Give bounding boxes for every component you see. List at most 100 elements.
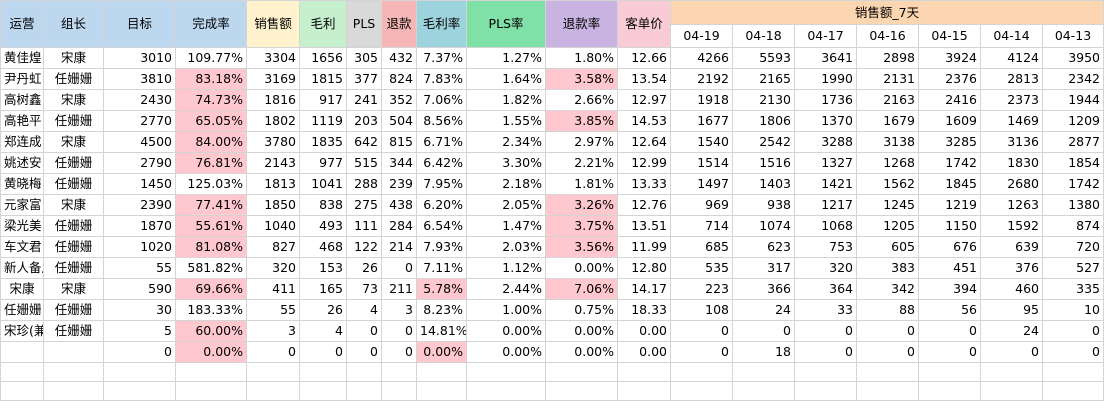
cell-profit-rate[interactable]: 7.06%	[416, 89, 467, 111]
cell-sales[interactable]: 0	[246, 341, 300, 363]
cell-daily-sales[interactable]: 317	[732, 257, 795, 279]
cell-profit-rate[interactable]: 8.56%	[416, 110, 467, 132]
cell-daily-sales[interactable]: 605	[856, 236, 919, 258]
cell-daily-sales[interactable]: 4266	[670, 47, 733, 69]
cell-daily-sales[interactable]: 2342	[1042, 68, 1104, 90]
cell-completion[interactable]: 60.00%	[175, 320, 247, 342]
cell-pls[interactable]: 203	[346, 110, 382, 132]
header-date[interactable]: 04-14	[980, 24, 1043, 48]
cell-daily-sales[interactable]: 1219	[918, 194, 981, 216]
cell-completion[interactable]: 77.41%	[175, 194, 247, 216]
cell-avg-price[interactable]: 18.33	[617, 299, 671, 321]
cell-avg-price[interactable]: 0.00	[617, 320, 671, 342]
cell-daily-sales[interactable]: 0	[794, 341, 857, 363]
cell-daily-sales[interactable]: 460	[980, 278, 1043, 300]
header-target[interactable]: 目标	[103, 0, 176, 48]
cell-target[interactable]: 3810	[103, 68, 176, 90]
cell-refund-rate[interactable]: 3.26%	[545, 194, 618, 216]
cell-sales[interactable]: 1850	[246, 194, 300, 216]
cell-sales[interactable]: 1813	[246, 173, 300, 195]
cell-avg-price[interactable]: 14.53	[617, 110, 671, 132]
cell-daily-sales[interactable]: 0	[856, 320, 919, 342]
cell-daily-sales[interactable]: 376	[980, 257, 1043, 279]
cell-leader[interactable]: 任姗姗	[43, 173, 104, 195]
cell-pls-rate[interactable]: 2.18%	[466, 173, 546, 195]
cell-daily-sales[interactable]: 0	[980, 341, 1043, 363]
cell-daily-sales[interactable]: 24	[980, 320, 1043, 342]
cell-target[interactable]: 1450	[103, 173, 176, 195]
cell-sales[interactable]: 3780	[246, 131, 300, 153]
cell-daily-sales[interactable]: 2376	[918, 68, 981, 90]
cell-daily-sales[interactable]: 1540	[670, 131, 733, 153]
cell-profit[interactable]: 1041	[299, 173, 347, 195]
empty-cell[interactable]	[0, 381, 44, 401]
header-date[interactable]: 04-15	[918, 24, 981, 48]
cell-daily-sales[interactable]: 874	[1042, 215, 1104, 237]
empty-cell[interactable]	[918, 381, 981, 401]
cell-completion[interactable]: 76.81%	[175, 152, 247, 174]
cell-profit-rate[interactable]: 8.23%	[416, 299, 467, 321]
cell-daily-sales[interactable]: 1245	[856, 194, 919, 216]
cell-daily-sales[interactable]: 1677	[670, 110, 733, 132]
cell-daily-sales[interactable]: 1679	[856, 110, 919, 132]
header-refund-rate[interactable]: 退款率	[545, 0, 618, 48]
cell-daily-sales[interactable]: 1516	[732, 152, 795, 174]
empty-cell[interactable]	[103, 362, 176, 382]
cell-daily-sales[interactable]: 366	[732, 278, 795, 300]
cell-daily-sales[interactable]: 223	[670, 278, 733, 300]
cell-daily-sales[interactable]: 0	[794, 320, 857, 342]
cell-refund[interactable]: 214	[381, 236, 417, 258]
empty-cell[interactable]	[246, 362, 300, 382]
cell-daily-sales[interactable]: 1421	[794, 173, 857, 195]
cell-pls[interactable]: 305	[346, 47, 382, 69]
cell-daily-sales[interactable]: 938	[732, 194, 795, 216]
cell-daily-sales[interactable]: 0	[918, 341, 981, 363]
cell-daily-sales[interactable]: 2877	[1042, 131, 1104, 153]
cell-profit-rate[interactable]: 7.95%	[416, 173, 467, 195]
cell-daily-sales[interactable]: 1327	[794, 152, 857, 174]
cell-pls[interactable]: 515	[346, 152, 382, 174]
cell-avg-price[interactable]: 12.99	[617, 152, 671, 174]
cell-daily-sales[interactable]: 3924	[918, 47, 981, 69]
cell-daily-sales[interactable]: 2373	[980, 89, 1043, 111]
header-date[interactable]: 04-19	[670, 24, 733, 48]
cell-target[interactable]: 2770	[103, 110, 176, 132]
cell-avg-price[interactable]: 13.33	[617, 173, 671, 195]
cell-daily-sales[interactable]: 1830	[980, 152, 1043, 174]
cell-daily-sales[interactable]: 18	[732, 341, 795, 363]
cell-avg-price[interactable]: 14.17	[617, 278, 671, 300]
empty-cell[interactable]	[545, 362, 618, 382]
cell-profit-rate[interactable]: 7.83%	[416, 68, 467, 90]
empty-cell[interactable]	[299, 362, 347, 382]
cell-leader[interactable]: 宋康	[43, 278, 104, 300]
cell-avg-price[interactable]: 13.51	[617, 215, 671, 237]
cell-daily-sales[interactable]: 1217	[794, 194, 857, 216]
cell-profit-rate[interactable]: 7.37%	[416, 47, 467, 69]
cell-refund[interactable]: 211	[381, 278, 417, 300]
cell-daily-sales[interactable]: 535	[670, 257, 733, 279]
cell-profit-rate[interactable]: 6.54%	[416, 215, 467, 237]
cell-daily-sales[interactable]: 24	[732, 299, 795, 321]
cell-ops[interactable]: 黄佳煌	[0, 47, 44, 69]
empty-cell[interactable]	[381, 362, 417, 382]
cell-profit[interactable]: 838	[299, 194, 347, 216]
cell-daily-sales[interactable]: 3285	[918, 131, 981, 153]
cell-ops[interactable]	[0, 341, 44, 363]
cell-refund-rate[interactable]: 2.66%	[545, 89, 618, 111]
empty-cell[interactable]	[346, 362, 382, 382]
cell-profit-rate[interactable]: 7.93%	[416, 236, 467, 258]
cell-refund[interactable]: 438	[381, 194, 417, 216]
empty-cell[interactable]	[794, 381, 857, 401]
cell-refund[interactable]: 0	[381, 320, 417, 342]
cell-profit-rate[interactable]: 5.78%	[416, 278, 467, 300]
cell-daily-sales[interactable]: 2163	[856, 89, 919, 111]
cell-daily-sales[interactable]: 2131	[856, 68, 919, 90]
empty-cell[interactable]	[732, 362, 795, 382]
cell-refund[interactable]: 504	[381, 110, 417, 132]
cell-target[interactable]: 30	[103, 299, 176, 321]
cell-leader[interactable]: 任姗姗	[43, 257, 104, 279]
empty-cell[interactable]	[246, 381, 300, 401]
cell-daily-sales[interactable]: 1205	[856, 215, 919, 237]
cell-pls[interactable]: 241	[346, 89, 382, 111]
cell-pls-rate[interactable]: 1.64%	[466, 68, 546, 90]
